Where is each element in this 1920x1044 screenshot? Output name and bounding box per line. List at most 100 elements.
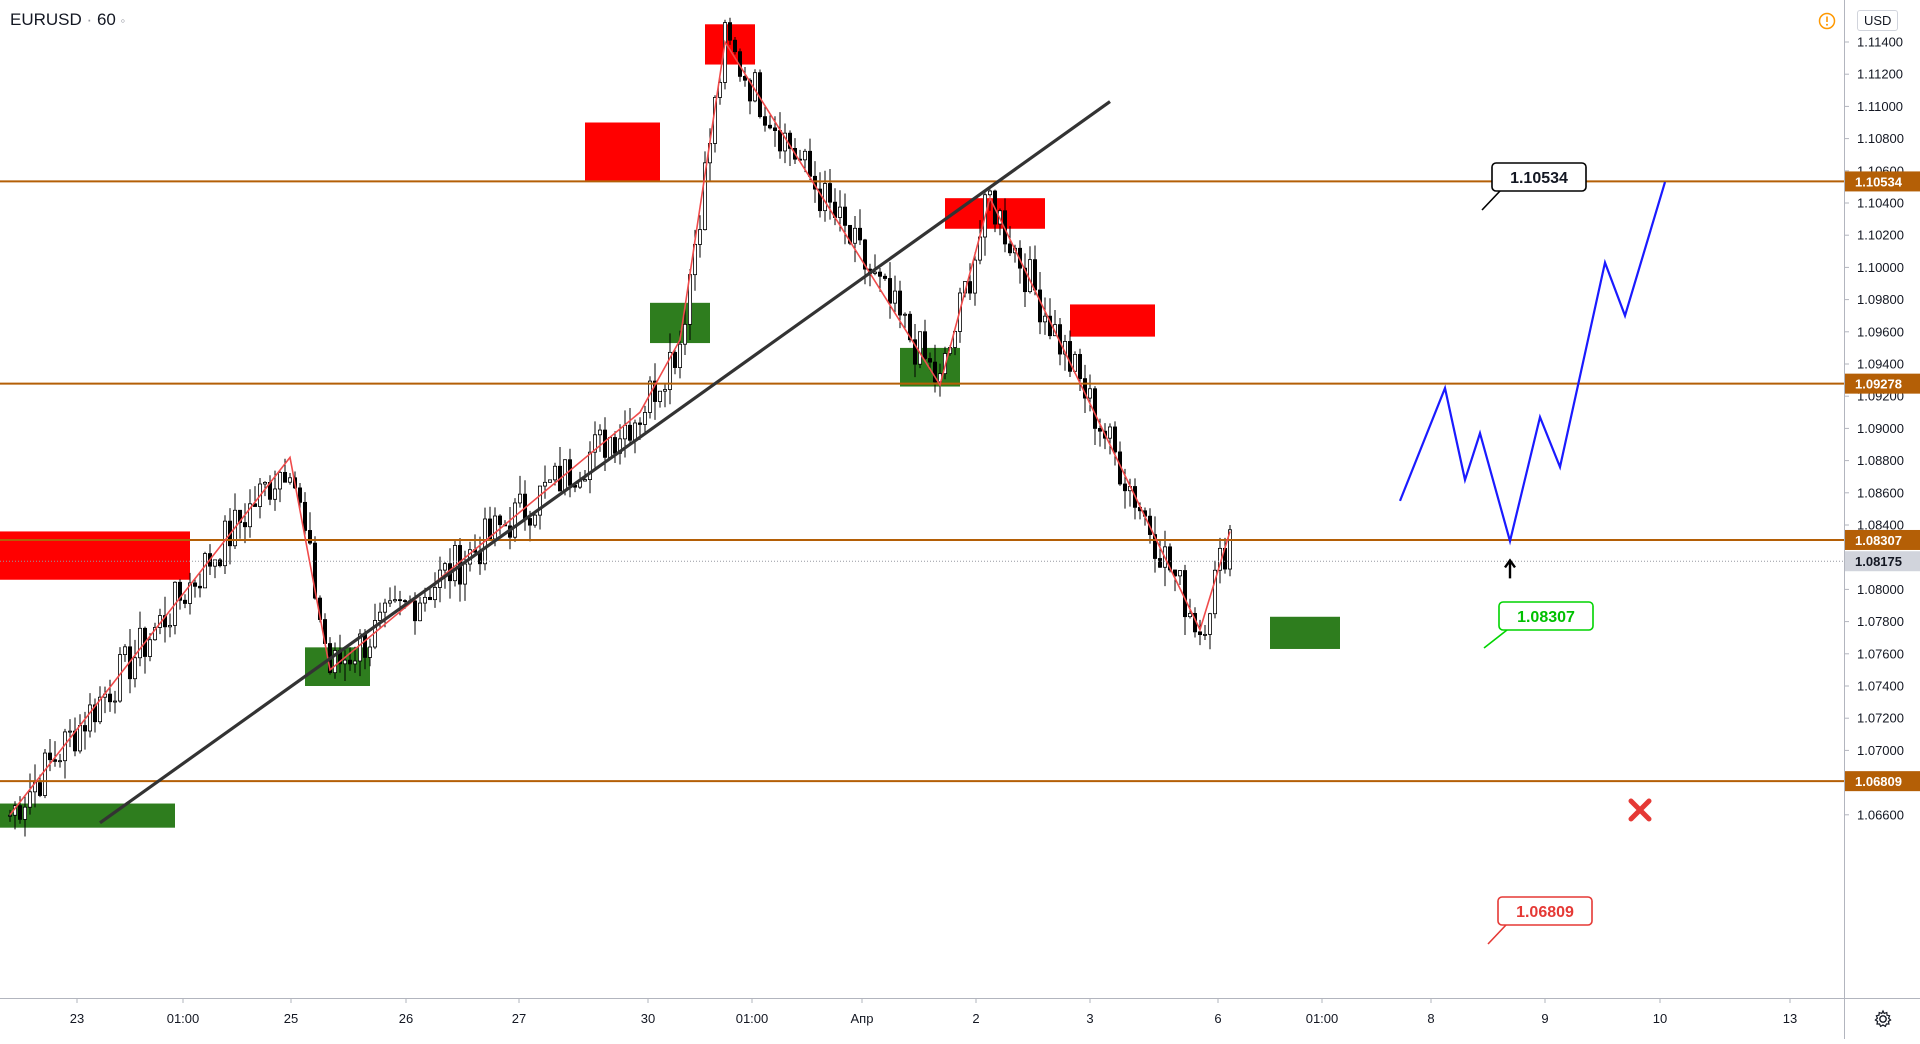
time-tick-label: 3 — [1086, 1011, 1093, 1026]
time-tick-label: 2 — [972, 1011, 979, 1026]
axis-corner — [1844, 998, 1920, 1039]
candle-body — [192, 582, 197, 587]
candle-body — [222, 520, 227, 567]
candle-body — [432, 587, 437, 601]
candle-body — [1213, 569, 1218, 615]
level-label-bg — [1845, 771, 1920, 792]
candle-body — [1028, 259, 1033, 293]
price-tick-label: 1.06600 — [1857, 807, 1904, 822]
symbol-interval[interactable]: 60 — [96, 10, 116, 29]
price-tick-label: 1.07600 — [1857, 646, 1904, 661]
price-callout-1[interactable]: 1.08307 — [1483, 601, 1594, 649]
level-label-3[interactable]: 1.08175 — [1845, 551, 1920, 572]
price-axis[interactable]: USD 1.11400 1.11200 1.11000 1.10800 1.10600 1… — [1844, 0, 1920, 998]
candle-body — [653, 380, 658, 402]
candle-body — [1153, 534, 1158, 559]
level-label-1[interactable]: 1.09278 — [1845, 373, 1920, 394]
currency-label[interactable]: USD — [1857, 10, 1899, 31]
candle-body — [883, 275, 888, 279]
candle-body — [748, 79, 753, 102]
candle-body — [973, 259, 978, 294]
candle-body — [603, 429, 608, 458]
candle-body — [427, 596, 432, 601]
time-tick-label: 8 — [1427, 1011, 1434, 1026]
callout-box — [1498, 601, 1594, 631]
price-tick-label: 1.10200 — [1857, 228, 1904, 243]
candle-body — [628, 424, 633, 441]
projection-path[interactable] — [1398, 181, 1667, 546]
candle-body — [853, 227, 858, 244]
candle-body — [1023, 267, 1028, 293]
candle-body — [613, 437, 618, 454]
candle-body — [928, 358, 933, 363]
candle-body — [543, 481, 548, 487]
warning-icon[interactable] — [1818, 12, 1836, 30]
level-label-0[interactable]: 1.10534 — [1845, 171, 1920, 192]
symbol-name[interactable]: EURUSD — [10, 10, 82, 29]
callout-text: 1.10534 — [1510, 170, 1568, 187]
callout-leader — [1481, 190, 1501, 211]
zigzag-line[interactable] — [9, 39, 1231, 816]
price-callout-0[interactable]: 1.10534 — [1481, 162, 1587, 211]
candle-body — [683, 323, 688, 345]
candle-body — [217, 559, 222, 567]
candle-body — [118, 654, 123, 702]
symbol-legend[interactable]: EURUSD · 60 ◦ — [10, 10, 125, 30]
candle-body — [22, 806, 27, 820]
candle-body — [518, 493, 523, 504]
candle-body — [402, 600, 407, 602]
candle-body — [1008, 243, 1013, 254]
candle-body — [162, 615, 167, 628]
time-tick-label: 01:00 — [736, 1011, 769, 1026]
demand-zone-4[interactable] — [1270, 616, 1340, 649]
candle-body — [1198, 631, 1203, 636]
candle-body — [633, 422, 638, 441]
stop-cross-icon[interactable] — [1628, 798, 1652, 822]
supply-zone-0[interactable] — [0, 531, 190, 580]
candle-body — [908, 313, 913, 341]
candle-body — [137, 627, 142, 659]
level-label-text: 1.06809 — [1855, 774, 1902, 789]
time-tick-label: 10 — [1653, 1011, 1667, 1026]
chart-pane[interactable]: 1.10534 1.08307 1.06809 EURUSD · 60 ◦ — [0, 0, 1844, 998]
candle-body — [658, 390, 663, 402]
supply-zone-1[interactable] — [585, 122, 660, 181]
candle-body — [48, 752, 53, 761]
time-scale-svg: 23 01:00 25 26 27 30 01:00 Апр 2 3 6 01:00 8 9 10 13 — [70, 999, 1797, 1026]
time-tick-label: 01:00 — [167, 1011, 200, 1026]
trendline[interactable] — [99, 100, 1111, 825]
candle-body — [608, 437, 613, 458]
price-tick-label: 1.07800 — [1857, 614, 1904, 629]
candle-body — [873, 271, 878, 274]
candle-body — [287, 477, 292, 483]
candle-body — [843, 206, 848, 226]
candle-body — [553, 465, 558, 481]
time-tick-label: 01:00 — [1306, 1011, 1339, 1026]
price-tick-label: 1.07000 — [1857, 743, 1904, 758]
candle-body — [367, 646, 372, 658]
candle-body — [918, 331, 923, 365]
price-tick-label: 1.09400 — [1857, 357, 1904, 372]
candle-body — [548, 479, 553, 483]
candle-body — [1113, 426, 1118, 453]
price-tick-label: 1.08400 — [1857, 518, 1904, 533]
candle-body — [412, 600, 417, 622]
price-tick-label: 1.08600 — [1857, 485, 1904, 500]
candle-body — [1183, 570, 1188, 618]
price-callout-2[interactable]: 1.06809 — [1487, 896, 1593, 945]
up-arrow-icon[interactable] — [1504, 558, 1516, 579]
candle-body — [1158, 558, 1163, 568]
supply-zone-4[interactable] — [1070, 304, 1155, 337]
chart-svg[interactable]: 1.10534 1.08307 1.06809 — [0, 0, 1844, 998]
level-label-2[interactable]: 1.08307 — [1845, 529, 1920, 550]
price-tick-label: 1.11400 — [1857, 35, 1903, 50]
candle-body — [17, 805, 22, 820]
price-tick-label: 1.09600 — [1857, 324, 1904, 339]
gear-icon[interactable] — [1873, 1009, 1893, 1029]
candle-body — [302, 501, 307, 531]
candle-body — [1033, 259, 1038, 291]
candle-body — [93, 704, 98, 723]
time-axis[interactable]: 23 01:00 25 26 27 30 01:00 Апр 2 3 6 01:00 8 9 10 13 — [0, 998, 1844, 1039]
candle-body — [1188, 612, 1193, 618]
level-label-4[interactable]: 1.06809 — [1845, 771, 1920, 792]
